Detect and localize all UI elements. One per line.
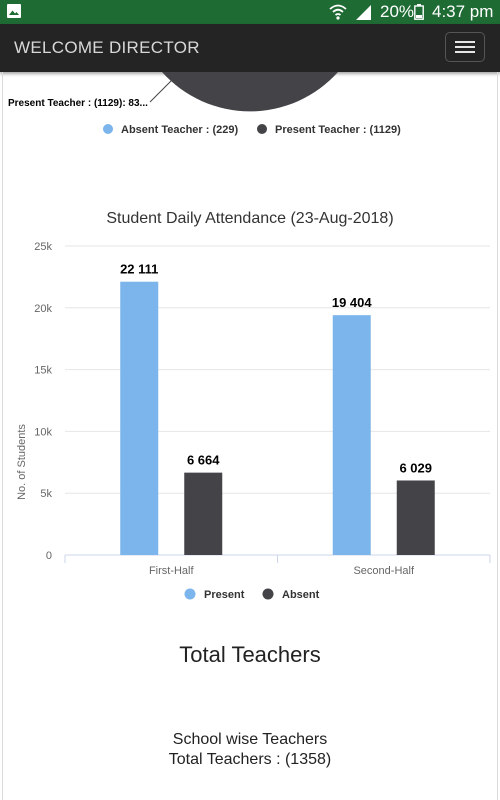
app-title: WELCOME DIRECTOR bbox=[14, 38, 200, 57]
y-axis-title: No. of Students bbox=[16, 424, 28, 500]
pie-slice-label: Present Teacher : (1129): 83... bbox=[8, 98, 148, 109]
battery-icon bbox=[414, 4, 424, 20]
legend-label-absent-teacher: Absent Teacher : (229) bbox=[121, 124, 239, 136]
chart-title: Student Daily Attendance (23-Aug-2018) bbox=[106, 210, 393, 227]
legend-marker-absent bbox=[262, 588, 274, 600]
data-label: 6 029 bbox=[399, 460, 432, 475]
legend-label-absent: Absent bbox=[282, 589, 320, 601]
y-tick-label: 15k bbox=[34, 365, 52, 377]
signal-icon bbox=[356, 5, 371, 20]
legend-marker-present-teacher bbox=[257, 124, 267, 134]
bar-absent-first-half bbox=[184, 472, 223, 555]
student-attendance-chart: Student Daily Attendance (23-Aug-2018) N… bbox=[16, 210, 491, 601]
total-teachers-heading: Total Teachers bbox=[179, 642, 321, 667]
pie-slice-present-teacher bbox=[162, 72, 338, 112]
x-tick-label: First-Half bbox=[149, 565, 195, 577]
y-tick-label: 0 bbox=[46, 550, 52, 562]
content-border-left bbox=[2, 72, 3, 800]
teacher-pie-chart: Present Teacher : (1129): 83... Absent T… bbox=[8, 72, 401, 136]
bar-present-second-half bbox=[332, 315, 371, 555]
data-label: 19 404 bbox=[332, 295, 373, 310]
legend-marker-present bbox=[184, 588, 196, 600]
school-wise-teachers-heading: School wise Teachers bbox=[172, 731, 328, 748]
x-tick-label: Second-Half bbox=[353, 565, 414, 577]
clock: 4:37 pm bbox=[432, 2, 494, 21]
app-bar: WELCOME DIRECTOR bbox=[0, 24, 500, 72]
bar-present-first-half bbox=[120, 281, 159, 555]
y-tick-label: 5k bbox=[40, 488, 52, 500]
legend-marker-absent-teacher bbox=[103, 124, 113, 134]
content-border-right bbox=[497, 72, 498, 800]
data-label: 22 111 bbox=[120, 262, 158, 277]
y-tick-label: 20k bbox=[34, 303, 52, 315]
pie-slice-label-connector bbox=[149, 72, 181, 103]
y-tick-label: 10k bbox=[34, 426, 52, 438]
y-tick-label: 25k bbox=[34, 241, 52, 253]
bar-absent-second-half bbox=[396, 480, 435, 555]
data-label: 6 664 bbox=[187, 453, 220, 468]
total-teachers-count: Total Teachers : (1358) bbox=[168, 751, 332, 768]
dashboard-content[interactable]: Present Teacher : (1129): 83... Absent T… bbox=[0, 72, 500, 800]
legend-label-present-teacher: Present Teacher : (1129) bbox=[275, 124, 401, 136]
menu-button[interactable] bbox=[445, 32, 485, 62]
gallery-notification-icon bbox=[7, 4, 21, 18]
status-bar: 20% 4:37 pm bbox=[0, 0, 500, 24]
battery-percent: 20% bbox=[380, 2, 415, 21]
legend-label-present: Present bbox=[204, 589, 245, 601]
wifi-icon bbox=[329, 4, 347, 20]
